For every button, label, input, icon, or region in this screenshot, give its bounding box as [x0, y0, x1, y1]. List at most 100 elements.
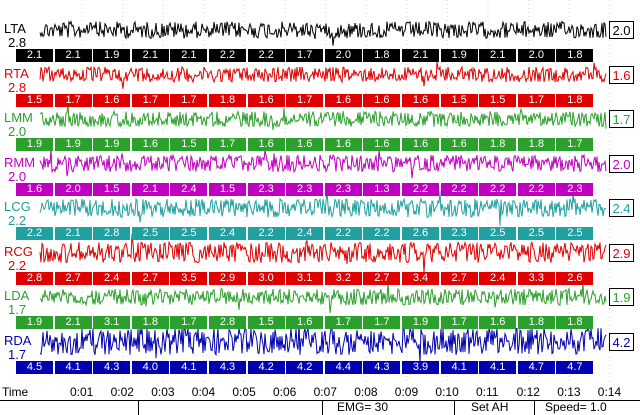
value-badge: 1.6 [402, 93, 439, 107]
value-badge: 2.4 [170, 182, 208, 196]
channel-average-lcg: 2.4 [609, 199, 634, 217]
time-tick-label: 0:13 [557, 385, 581, 399]
channel-scale-rta: 2.8 [8, 79, 27, 95]
channel-name-rta: RTA [4, 65, 29, 81]
value-badge: 1.7 [54, 93, 92, 107]
time-tick-label: 0:10 [435, 385, 459, 399]
channel-scale-lda: 1.7 [8, 302, 27, 317]
time-tick-label: 0:07 [313, 385, 337, 399]
value-badge: 1.6 [247, 93, 285, 107]
value-badge: 1.8 [363, 49, 401, 62]
time-tick-label: 0:11 [476, 385, 499, 399]
value-badge: 1.6 [363, 93, 401, 107]
value-badge: 2.7 [440, 271, 478, 285]
channel-name-lda: LDA [4, 288, 30, 303]
value-badge: 3.2 [324, 271, 362, 285]
value-badge: 2.2 [363, 227, 401, 240]
value-badge: 2.2 [247, 49, 285, 62]
channel-name-rcg: RCG [4, 243, 33, 259]
value-badge: 2.1 [16, 49, 53, 62]
value-badge: 2.0 [517, 49, 555, 62]
value-badge: 2.2 [517, 182, 555, 196]
value-badge: 2.3 [556, 182, 594, 196]
value-badge: 2.2 [402, 182, 439, 196]
value-badge: 1.8 [556, 49, 594, 62]
value-badge: 2.8 [93, 227, 131, 240]
value-badge: 2.2 [209, 49, 246, 62]
emg-readout: EMG= 30 [322, 400, 454, 415]
value-badge: 1.6 [363, 138, 401, 151]
value-badge: 1.5 [170, 138, 208, 151]
value-badge: 2.0 [54, 182, 92, 196]
value-badge: 2.3 [440, 227, 478, 240]
value-badge: 1.5 [440, 93, 478, 107]
value-badge: 2.4 [93, 271, 131, 285]
value-badge: 2.3 [324, 182, 362, 196]
time-tick-label: 0:14 [597, 385, 622, 399]
value-badge: 1.8 [517, 138, 555, 151]
value-badge: 2.1 [54, 316, 92, 329]
value-badge: 3.1 [93, 316, 131, 329]
value-badge: 1.6 [131, 138, 169, 151]
channel-scale-lmm: 2.0 [8, 124, 27, 139]
value-badge: 2.1 [170, 49, 208, 62]
value-badge: 1.7 [209, 138, 246, 151]
value-badge: 4.7 [517, 360, 555, 374]
value-badge: 1.7 [286, 49, 324, 62]
time-tick-label: 0:12 [516, 385, 540, 399]
time-tick-label: 0:04 [191, 385, 216, 399]
value-badge: 2.5 [170, 227, 208, 240]
value-badge: 1.8 [131, 316, 169, 329]
value-badge: 1.3 [363, 182, 401, 196]
value-badge: 2.1 [479, 49, 517, 62]
value-badge: 2.3 [247, 182, 285, 196]
time-tick-label: 0:08 [354, 385, 378, 399]
status-cell-blank-1 [0, 400, 138, 415]
value-badge: 1.8 [479, 138, 517, 151]
value-badge: 2.9 [209, 271, 246, 285]
value-badge: 2.0 [324, 49, 362, 62]
value-badge: 1.6 [286, 316, 324, 329]
channel-average-lda: 1.9 [609, 288, 634, 306]
value-badge: 2.7 [54, 271, 92, 285]
value-badge: 1.6 [247, 138, 285, 151]
value-badge: 1.8 [209, 93, 246, 107]
value-badge: 1.6 [93, 93, 131, 107]
value-badge: 2.6 [402, 227, 439, 240]
value-badge: 3.4 [402, 271, 439, 285]
time-tick-label: 0:06 [273, 385, 297, 399]
value-badge: 1.7 [440, 316, 478, 329]
speed-readout: Speed= 1.0 [534, 400, 640, 415]
value-badge: 1.7 [170, 316, 208, 329]
value-badge: 2.8 [209, 316, 246, 329]
channel-name-lmm: LMM [4, 110, 33, 125]
value-badge: 1.7 [286, 93, 324, 107]
value-badge: 4.3 [93, 360, 131, 374]
value-badge: 2.2 [479, 182, 517, 196]
value-badge: 1.6 [440, 138, 478, 151]
channel-scale-rcg: 2.2 [8, 257, 27, 273]
value-badge: 2.2 [247, 227, 285, 240]
value-badge: 3.3 [517, 271, 555, 285]
channel-name-rda: RDA [4, 332, 32, 348]
status-cell-blank-2 [138, 400, 322, 415]
value-badge: 1.7 [131, 93, 169, 107]
value-badge: 4.1 [170, 360, 208, 374]
value-badge: 1.6 [286, 138, 324, 151]
value-badge: 1.7 [324, 316, 362, 329]
set-readout: Set AH [454, 400, 534, 415]
value-badge: 1.5 [16, 93, 53, 107]
value-badge: 2.1 [131, 182, 169, 196]
channel-average-lta: 2.0 [609, 21, 634, 39]
value-badge: 1.6 [479, 316, 517, 329]
value-badge: 2.7 [363, 271, 401, 285]
emg-trace-rmm [39, 148, 607, 179]
value-badge: 4.0 [131, 360, 169, 374]
value-badge: 1.5 [93, 182, 131, 196]
channel-average-lmm: 1.7 [609, 110, 634, 128]
channel-name-lcg: LCG [4, 199, 31, 214]
time-tick-label: 0:09 [394, 385, 419, 399]
value-badge: 1.9 [54, 138, 92, 151]
channel-scale-rmm: 2.0 [8, 168, 27, 184]
value-badge: 1.6 [16, 182, 53, 196]
